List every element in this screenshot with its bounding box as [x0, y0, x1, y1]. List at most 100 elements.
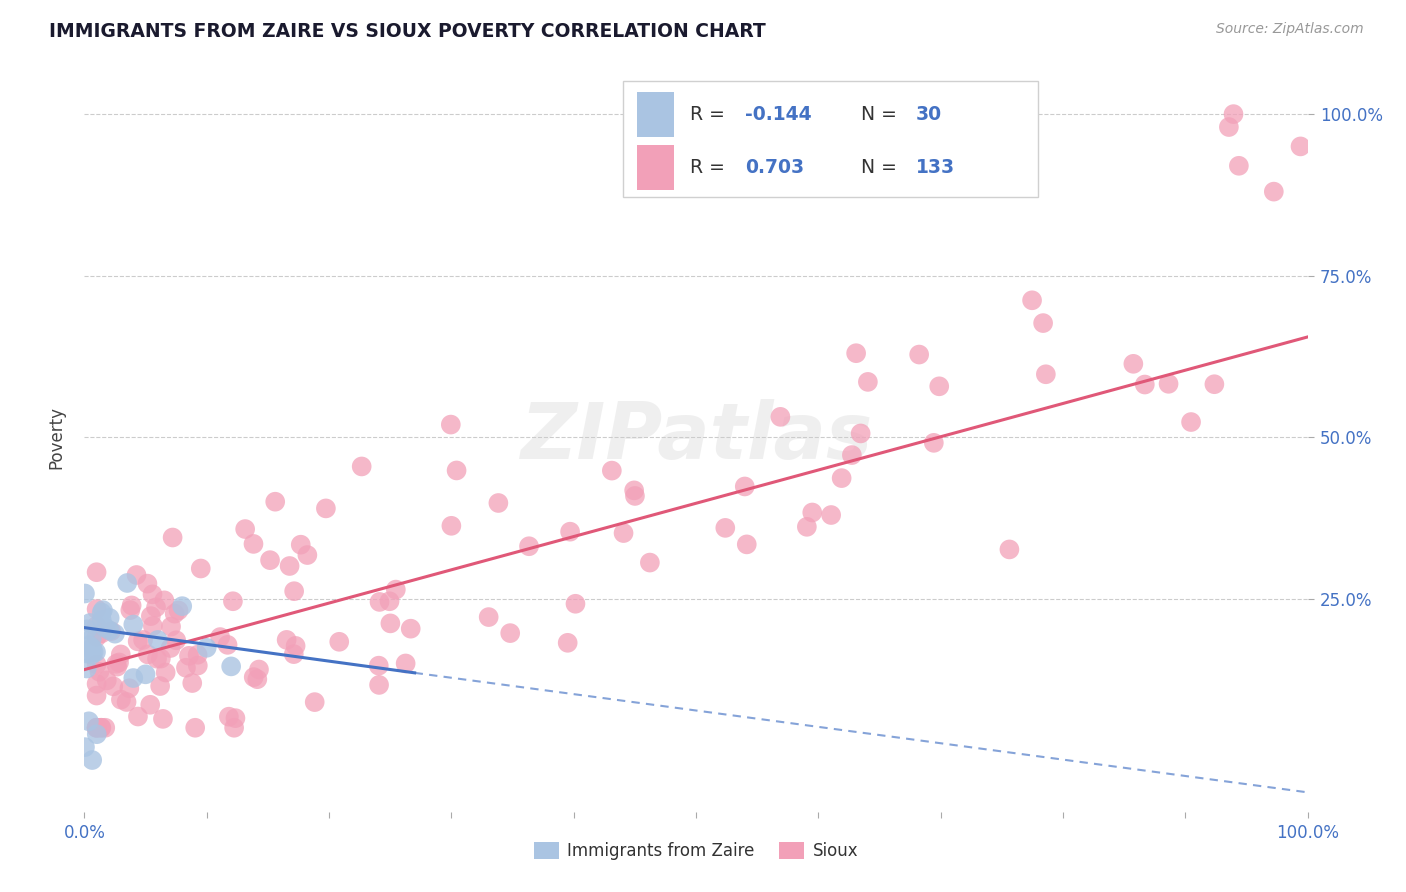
Point [86, 721, 108, 735]
Point [115, 695, 138, 709]
Point [284, 639, 307, 653]
Point [90, 613, 112, 627]
Point [86, 565, 108, 579]
Point [132, 632, 155, 647]
Point [1133, 377, 1156, 392]
Point [162, 531, 184, 545]
Bar [637, 93, 673, 137]
Point [136, 576, 159, 591]
Point [928, 379, 950, 393]
Point [149, 679, 172, 693]
Point [478, 610, 501, 624]
Text: Source: ZipAtlas.com: Source: ZipAtlas.com [1216, 22, 1364, 37]
Point [86, 619, 108, 633]
Point [247, 663, 270, 677]
Point [146, 632, 169, 647]
Point [440, 518, 463, 533]
Point [80, 648, 103, 662]
Point [328, 634, 350, 648]
Point [149, 651, 172, 665]
Point [89, 665, 111, 679]
Point [155, 665, 177, 680]
Point [908, 347, 931, 361]
Legend: Immigrants from Zaire, Sioux: Immigrants from Zaire, Sioux [527, 836, 865, 867]
Point [856, 375, 879, 389]
Point [94, 721, 117, 735]
Point [120, 603, 142, 617]
Point [222, 594, 245, 608]
Point [831, 471, 853, 485]
Point [440, 417, 463, 432]
Point [218, 709, 240, 723]
Point [122, 617, 145, 632]
Text: IMMIGRANTS FROM ZAIRE VS SIOUX POVERTY CORRELATION CHART: IMMIGRANTS FROM ZAIRE VS SIOUX POVERTY C… [49, 22, 766, 41]
Point [367, 658, 389, 673]
Point [1218, 120, 1240, 134]
Text: 133: 133 [917, 158, 955, 177]
Point [80, 632, 103, 646]
Point [446, 463, 468, 477]
Point [283, 647, 305, 661]
Bar [637, 145, 673, 190]
Point [820, 508, 842, 522]
Point [187, 658, 209, 673]
Point [96, 673, 118, 688]
Point [145, 600, 167, 615]
Point [350, 459, 373, 474]
Point [77, 714, 100, 729]
Point [90, 606, 112, 620]
Point [557, 636, 579, 650]
Text: N =: N = [860, 105, 903, 124]
Point [153, 593, 176, 607]
Point [167, 603, 190, 617]
Point [172, 599, 194, 614]
Point [165, 633, 187, 648]
Point [73, 740, 96, 755]
Point [1035, 368, 1057, 382]
Point [276, 632, 298, 647]
Point [86, 689, 108, 703]
Point [127, 634, 149, 648]
Point [142, 619, 165, 633]
Text: -0.144: -0.144 [745, 105, 811, 124]
Point [1222, 107, 1244, 121]
Point [163, 607, 186, 621]
Point [242, 670, 264, 684]
Point [769, 409, 792, 424]
Point [177, 648, 200, 663]
Point [283, 584, 305, 599]
Point [224, 721, 246, 735]
Point [1289, 139, 1312, 153]
Point [79, 615, 101, 630]
FancyBboxPatch shape [623, 81, 1039, 197]
Point [152, 712, 174, 726]
Point [86, 657, 108, 672]
Point [90, 626, 112, 640]
Point [80, 640, 103, 655]
Point [83, 645, 105, 659]
Point [209, 630, 232, 644]
Point [219, 659, 242, 673]
Point [110, 648, 132, 662]
Point [141, 587, 163, 601]
Point [181, 676, 204, 690]
Point [174, 661, 197, 675]
Point [734, 479, 756, 493]
Point [998, 542, 1021, 557]
Point [86, 721, 108, 735]
Text: ZIPatlas: ZIPatlas [520, 399, 872, 475]
Point [139, 609, 162, 624]
Point [315, 501, 337, 516]
Point [76, 623, 98, 637]
Point [100, 624, 122, 639]
Point [121, 599, 143, 613]
Point [278, 559, 301, 574]
Point [845, 346, 868, 360]
Point [1227, 159, 1250, 173]
Y-axis label: Poverty: Poverty [48, 406, 66, 468]
Point [110, 692, 132, 706]
Point [368, 678, 391, 692]
Point [127, 709, 149, 723]
Point [195, 640, 218, 655]
Point [623, 483, 645, 498]
